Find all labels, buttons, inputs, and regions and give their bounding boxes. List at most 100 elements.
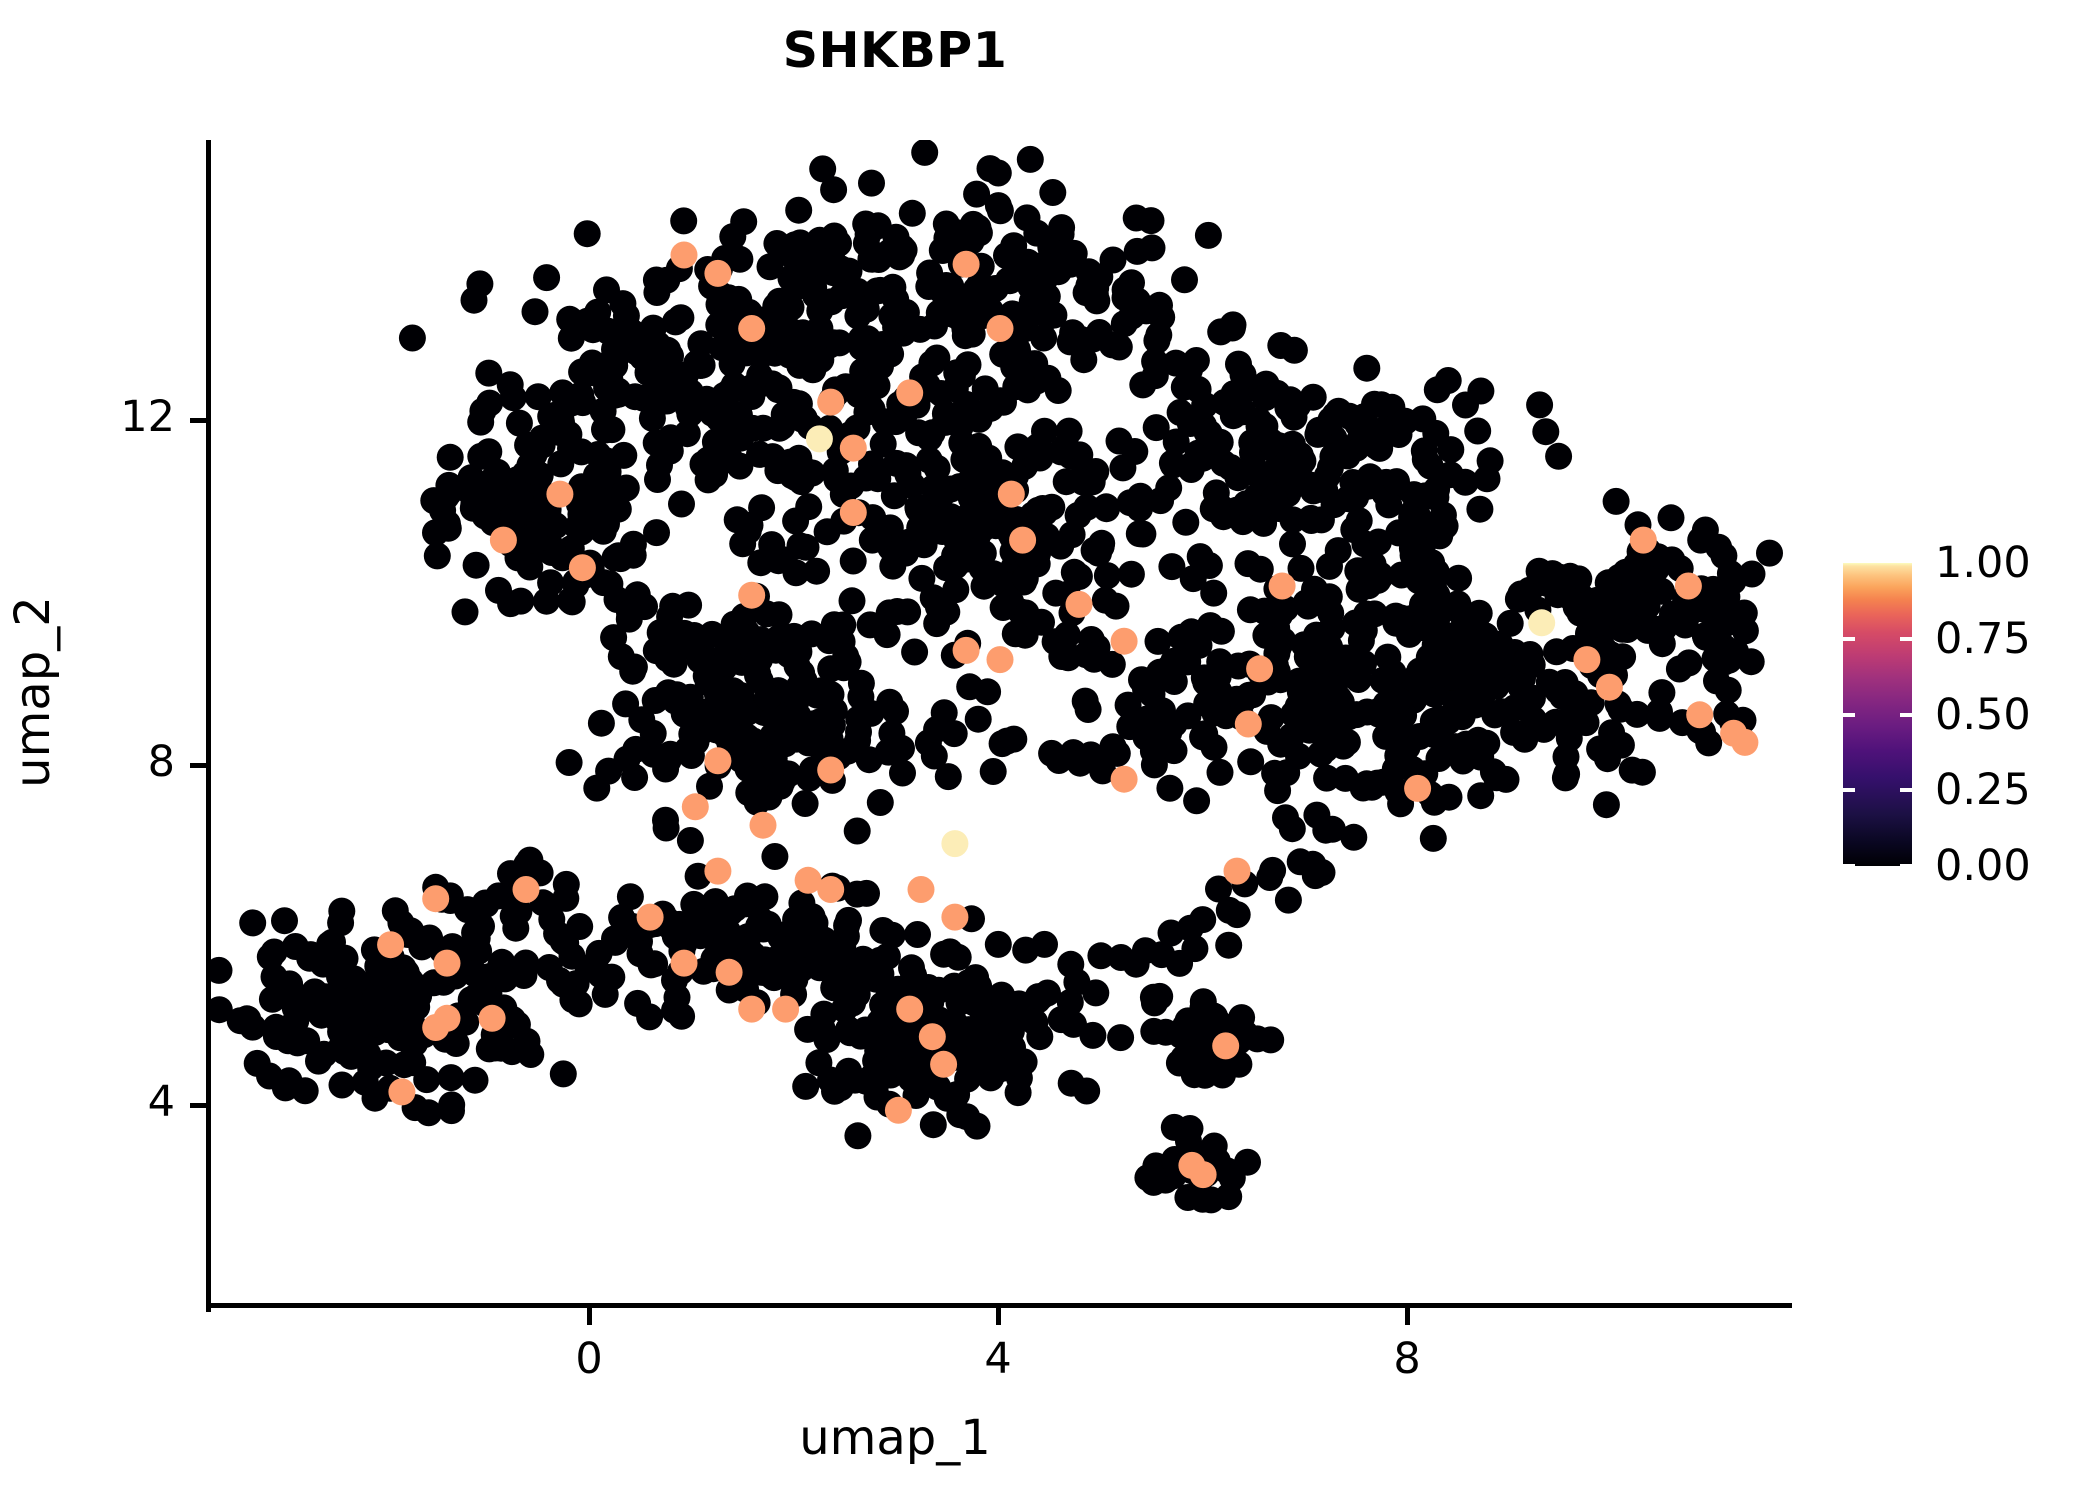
scatter-point — [1445, 564, 1473, 592]
scatter-point — [675, 591, 703, 619]
scatter-point — [1109, 454, 1137, 482]
scatter-point — [1103, 739, 1131, 767]
scatter-point — [896, 379, 924, 407]
scatter-point — [1220, 380, 1248, 408]
scatter-point — [668, 490, 695, 518]
scatter-point — [1350, 649, 1378, 677]
scatter-point — [1156, 774, 1184, 802]
scatter-point — [912, 1069, 940, 1097]
scatter-point — [791, 790, 819, 817]
y-tick-label: 4 — [147, 1077, 175, 1127]
scatter-point — [1063, 968, 1091, 996]
scatter-point — [271, 907, 298, 935]
scatter-point — [1110, 765, 1138, 793]
scatter-point — [890, 236, 918, 264]
scatter-point — [568, 554, 596, 582]
colorbar-tick-label: 0.25 — [1935, 765, 2031, 816]
scatter-point — [239, 909, 267, 937]
scatter-point — [460, 286, 488, 314]
scatter-point — [947, 412, 974, 440]
scatter-point — [1311, 476, 1339, 504]
scatter-point — [1196, 1011, 1224, 1039]
scatter-point — [524, 383, 552, 411]
scatter-point — [398, 324, 426, 352]
scatter-point — [758, 531, 786, 559]
scatter-point — [974, 678, 1002, 706]
scatter-point — [1162, 428, 1190, 456]
scatter-point — [681, 793, 709, 821]
colorbar-tick-label: 0.00 — [1935, 841, 2031, 891]
scatter-point — [1648, 679, 1676, 707]
scatter-point — [986, 646, 1014, 674]
scatter-point — [1125, 520, 1153, 548]
scatter-point — [736, 511, 764, 539]
scatter-point — [1426, 626, 1454, 654]
scatter-point — [825, 329, 853, 357]
scatter-point — [1093, 562, 1121, 590]
scatter-point — [557, 324, 585, 352]
scatter-point — [328, 1071, 356, 1099]
x-tick-mark — [996, 1308, 1001, 1325]
scatter-point — [875, 976, 903, 1004]
scatter-point — [952, 250, 980, 278]
scatter-point — [573, 220, 601, 248]
scatter-point — [738, 315, 766, 342]
scatter-point — [1004, 433, 1032, 461]
scatter-point — [896, 995, 924, 1023]
scatter-point — [820, 176, 848, 204]
scatter-point — [911, 140, 939, 166]
scatter-point — [1289, 447, 1317, 475]
scatter-point — [258, 985, 286, 1013]
scatter-point — [462, 551, 490, 579]
scatter-point — [565, 990, 593, 1018]
colorbar-tick-mark — [1843, 788, 1855, 793]
scatter-point — [756, 253, 784, 281]
scatter-point — [1219, 311, 1247, 339]
scatter-point — [1012, 936, 1040, 964]
scatter-point — [1191, 1061, 1219, 1089]
scatter-point — [746, 646, 773, 674]
scatter-point — [1142, 414, 1170, 442]
scatter-point — [467, 408, 495, 436]
scatter-point — [1646, 704, 1674, 732]
y-tick-mark — [190, 418, 207, 423]
scatter-point — [1047, 532, 1075, 560]
scatter-point — [1066, 749, 1094, 777]
scatter-point — [605, 542, 632, 570]
scatter-point — [422, 885, 450, 913]
scatter-point — [783, 652, 811, 680]
y-axis-label: umap_2 — [5, 596, 61, 788]
scatter-point — [1158, 553, 1186, 581]
scatter-point — [812, 290, 840, 317]
scatter-point — [979, 758, 1007, 785]
scatter-point — [1006, 359, 1034, 387]
scatter-point — [934, 763, 962, 791]
scatter-point — [1675, 649, 1703, 677]
scatter-point — [1011, 564, 1039, 592]
scatter-point — [738, 383, 766, 410]
scatter-point — [1140, 989, 1168, 1017]
scatter-point — [869, 430, 897, 458]
scatter-point — [513, 851, 541, 879]
scatter-point — [1001, 620, 1029, 648]
scatter-point — [1245, 407, 1273, 435]
scatter-point — [1259, 856, 1287, 884]
scatter-point — [730, 603, 758, 630]
scatter-point — [942, 576, 970, 604]
scatter-point — [1561, 680, 1589, 708]
scatter-point — [1423, 661, 1451, 689]
scatter-point — [596, 570, 624, 598]
scatter-point — [1225, 350, 1252, 378]
scatter-point — [1194, 221, 1222, 249]
scatter-point — [863, 372, 891, 400]
scatter-point — [652, 814, 680, 842]
scatter-point — [642, 429, 670, 457]
scatter-point — [1465, 599, 1493, 627]
scatter-point — [808, 1015, 836, 1043]
scatter-point — [813, 518, 841, 546]
scatter-point — [830, 654, 858, 682]
scatter-point — [1545, 442, 1573, 470]
scatter-point — [704, 747, 732, 775]
scatter-point — [1367, 391, 1395, 419]
